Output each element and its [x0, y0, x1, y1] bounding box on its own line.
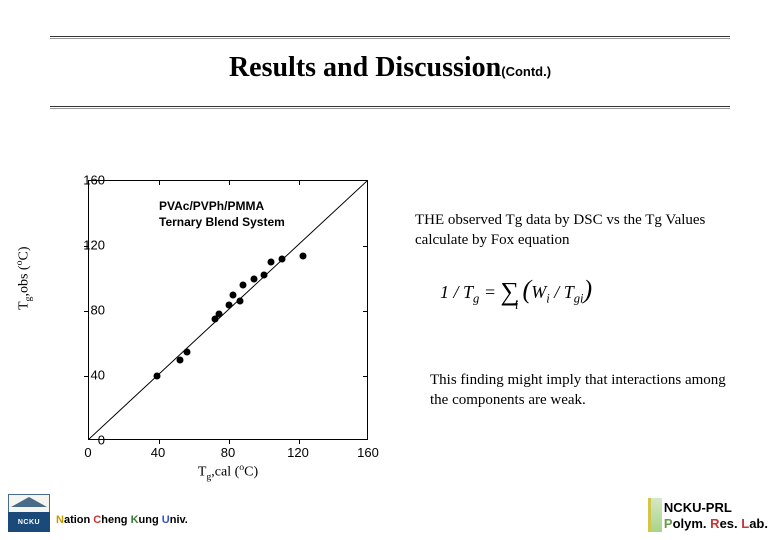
data-point	[177, 356, 184, 363]
scatter-chart: Tg,obs (oC) PVAc/PVPh/PMMA Ternary Blend…	[30, 170, 390, 480]
footer-right-accent	[648, 498, 662, 532]
footer-right-line1: NCKU-PRL	[664, 500, 768, 516]
university-name: Nation Cheng Kung Univ.	[56, 514, 188, 532]
x-tick: 0	[84, 445, 91, 460]
top-divider-1	[50, 36, 730, 39]
x-tick: 160	[357, 445, 379, 460]
data-point	[226, 301, 233, 308]
y-tick: 80	[65, 303, 105, 318]
paragraph-1: THE observed Tg data by DSC vs the Tg Va…	[415, 210, 750, 251]
diagonal-line	[89, 181, 367, 439]
data-point	[268, 259, 275, 266]
data-point	[215, 311, 222, 318]
plot-area: PVAc/PVPh/PMMA Ternary Blend System	[88, 180, 368, 440]
logo-text: NCKU	[8, 512, 50, 532]
data-point	[240, 282, 247, 289]
title-main: Results and Discussion	[229, 52, 501, 83]
y-tick: 160	[65, 173, 105, 188]
footer-left: NCKU Nation Cheng Kung Univ.	[8, 494, 188, 532]
x-tick: 40	[151, 445, 165, 460]
ncku-logo: NCKU	[8, 494, 50, 532]
title-sub: (Contd.)	[501, 64, 551, 79]
data-point	[184, 348, 191, 355]
data-point	[229, 291, 236, 298]
x-axis-label: Tg,cal (oC)	[88, 462, 368, 482]
y-tick: 120	[65, 238, 105, 253]
data-point	[278, 256, 285, 263]
x-tick: 120	[287, 445, 309, 460]
x-tick: 80	[221, 445, 235, 460]
data-point	[236, 298, 243, 305]
footer-right: NCKU-PRL Polym. Res. Lab.	[664, 500, 768, 533]
fox-equation: 1 / Tg = ∑i(Wi / Tgi)	[440, 275, 592, 307]
y-tick: 40	[65, 368, 105, 383]
top-divider-2	[50, 106, 730, 109]
data-point	[250, 275, 257, 282]
data-point	[261, 272, 268, 279]
page-title: Results and Discussion(Contd.)	[0, 52, 780, 84]
data-point	[154, 373, 161, 380]
data-point	[299, 252, 306, 259]
y-axis-label: Tg,obs (oC)	[14, 247, 34, 311]
paragraph-2: This finding might imply that interactio…	[430, 370, 730, 411]
footer-right-line2: Polym. Res. Lab.	[664, 516, 768, 532]
